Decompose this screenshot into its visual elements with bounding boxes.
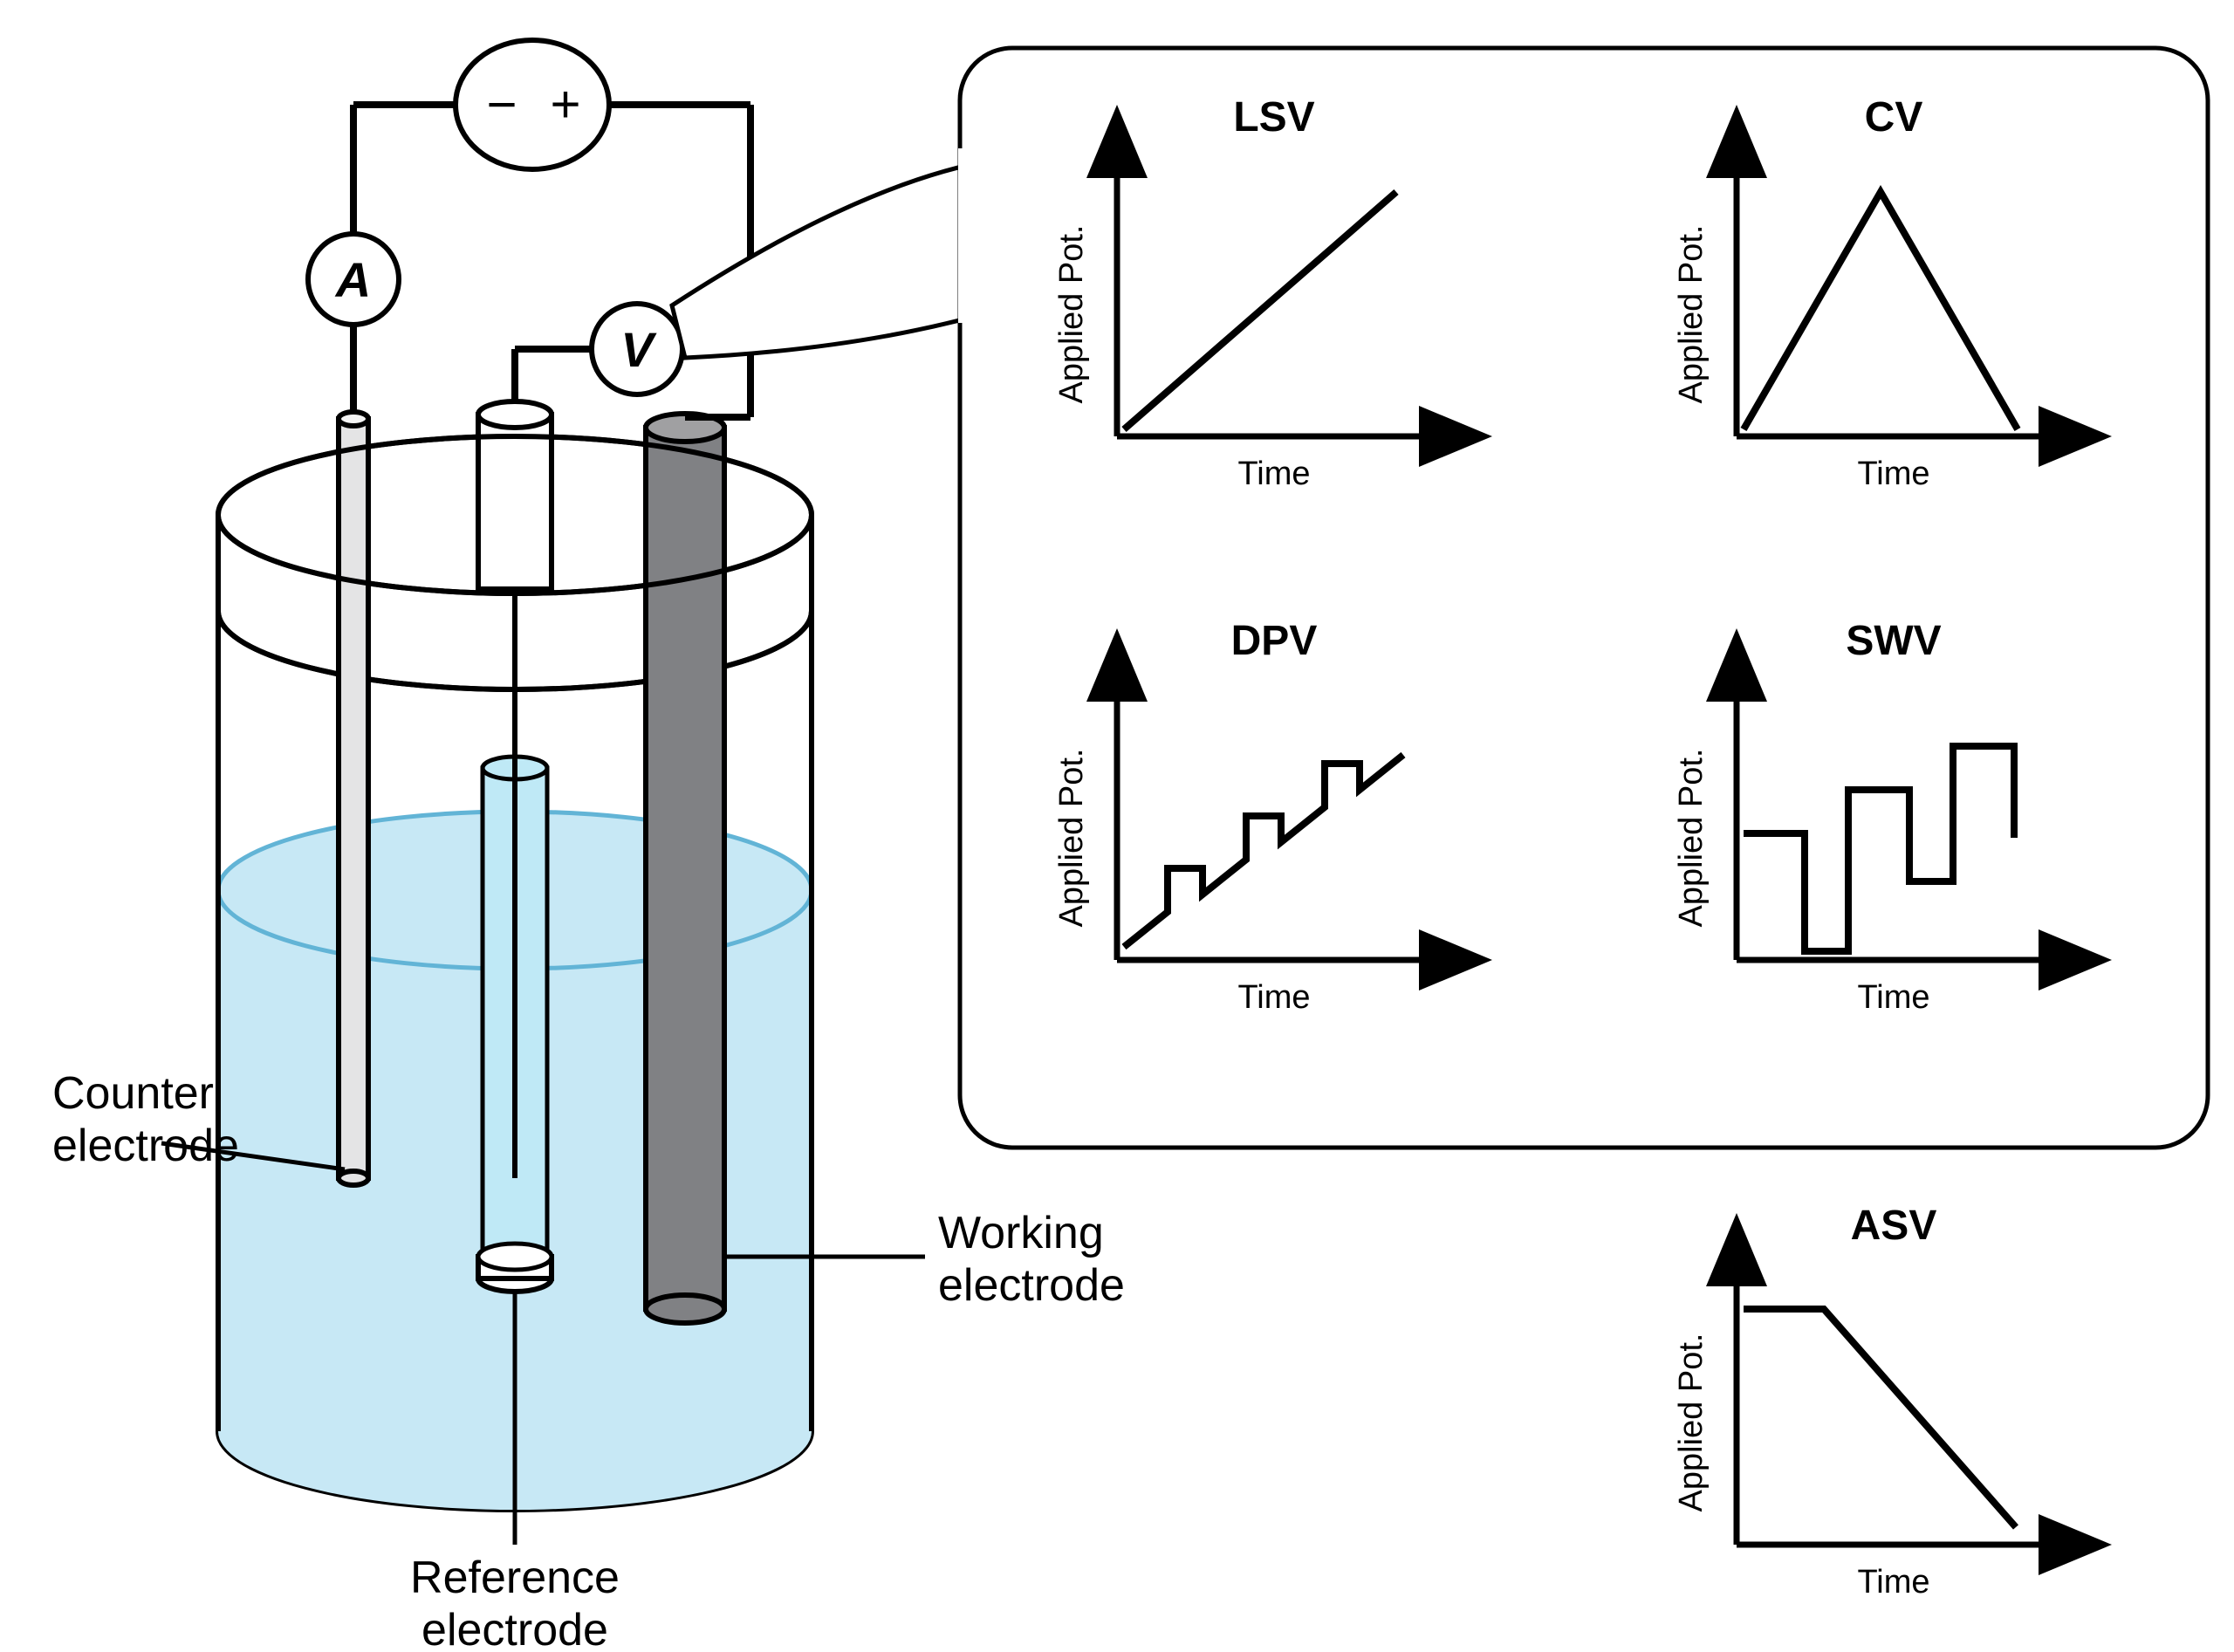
callout-panel [672,48,2208,1148]
svg-text:Time: Time [1857,979,1929,1016]
svg-text:A: A [334,252,371,307]
svg-text:Applied Pot.: Applied Pot. [1053,749,1090,928]
voltmeter: V [592,304,682,394]
svg-text:Applied Pot.: Applied Pot. [1673,1333,1710,1512]
svg-text:DPV: DPV [1231,618,1318,664]
svg-text:CV: CV [1865,94,1923,141]
svg-text:Time: Time [1857,456,1929,492]
reference-electrode [478,401,552,1292]
chart-asv: ASV Applied Pot. Time [1673,1203,2051,1601]
svg-text:Applied Pot.: Applied Pot. [1673,225,1710,404]
svg-text:−: − [486,75,517,134]
svg-text:Time: Time [1237,456,1310,492]
svg-text:SWV: SWV [1846,618,1941,664]
svg-text:Counter: Counter [52,1068,214,1119]
working-electrode [646,414,724,1323]
svg-text:V: V [620,322,657,377]
svg-text:Applied Pot.: Applied Pot. [1053,225,1090,404]
svg-text:Time: Time [1857,1564,1929,1601]
svg-text:+: + [550,75,580,134]
svg-text:Reference: Reference [410,1553,620,1603]
power-source: − + [456,40,609,169]
svg-text:Working: Working [938,1208,1104,1258]
svg-text:LSV: LSV [1233,94,1314,141]
counter-electrode [339,412,368,1185]
svg-text:Time: Time [1237,979,1310,1016]
svg-text:electrode: electrode [52,1121,239,1171]
ammeter: A [308,234,399,325]
svg-text:ASV: ASV [1851,1203,1937,1249]
svg-text:Applied Pot.: Applied Pot. [1673,749,1710,928]
svg-text:electrode: electrode [938,1260,1125,1311]
svg-text:electrode: electrode [421,1605,608,1652]
